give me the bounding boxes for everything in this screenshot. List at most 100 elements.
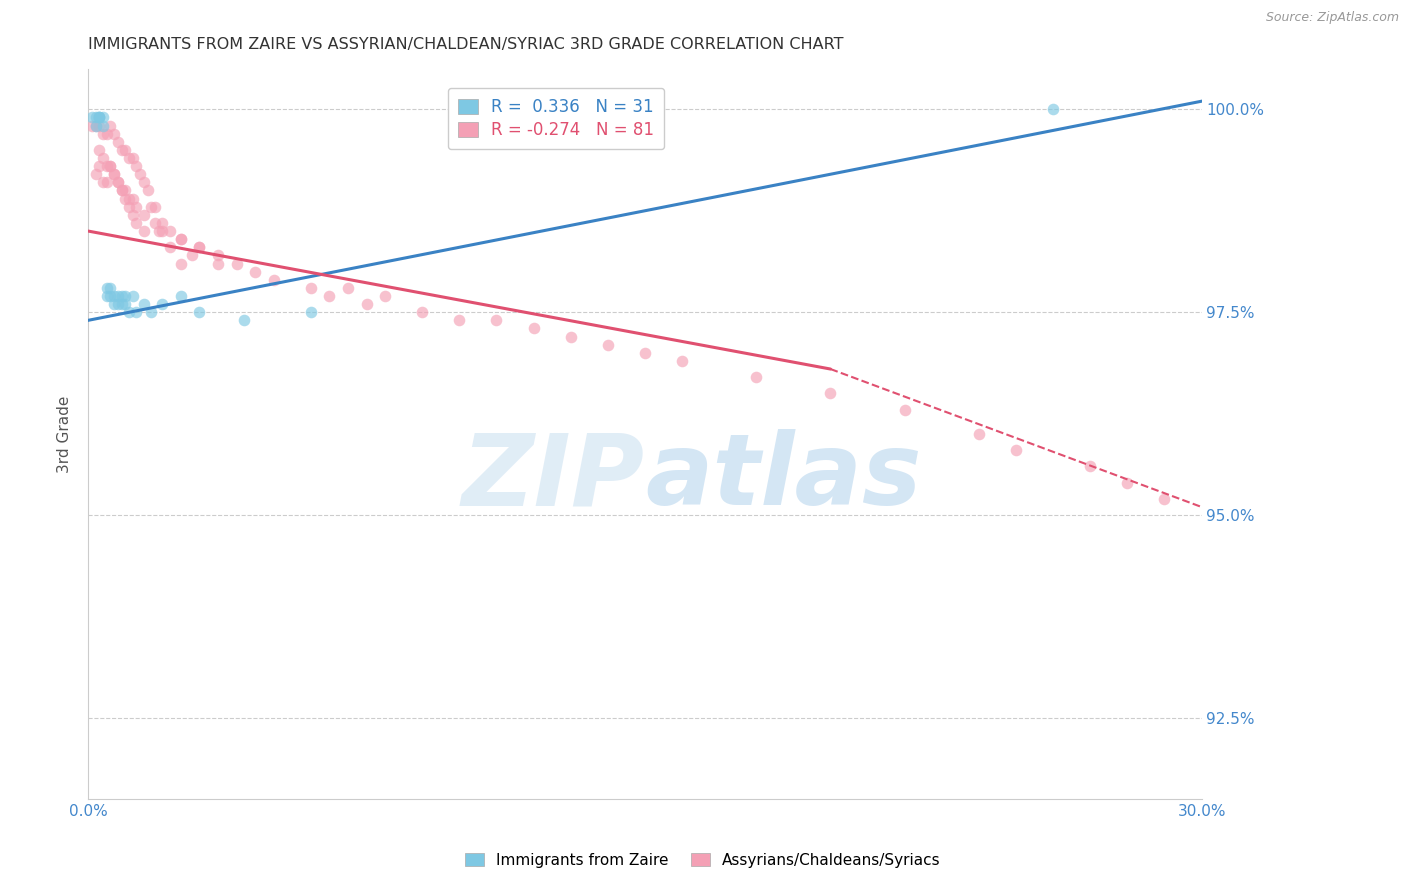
Point <box>114 192 136 206</box>
Point <box>1078 459 1101 474</box>
Point <box>121 289 143 303</box>
Point <box>125 216 148 230</box>
Point <box>100 159 122 173</box>
Point <box>118 192 141 206</box>
Point <box>233 313 256 327</box>
Point <box>132 208 155 222</box>
Point <box>91 111 114 125</box>
Point <box>170 289 193 303</box>
Point <box>188 240 211 254</box>
Point <box>114 297 136 311</box>
Point <box>125 200 148 214</box>
Y-axis label: 3rd Grade: 3rd Grade <box>58 395 72 473</box>
Point <box>560 329 582 343</box>
Point <box>136 184 159 198</box>
Point <box>411 305 433 319</box>
Point <box>91 175 114 189</box>
Point <box>1153 491 1175 506</box>
Text: Source: ZipAtlas.com: Source: ZipAtlas.com <box>1265 11 1399 24</box>
Point <box>96 289 118 303</box>
Point <box>80 111 103 125</box>
Point <box>1042 103 1064 117</box>
Point <box>89 111 111 125</box>
Point <box>225 256 247 270</box>
Point <box>522 321 544 335</box>
Point <box>170 256 193 270</box>
Point <box>299 305 322 319</box>
Point <box>318 289 340 303</box>
Point <box>125 305 148 319</box>
Point <box>103 167 125 181</box>
Point <box>110 184 132 198</box>
Point <box>150 216 173 230</box>
Point <box>263 273 285 287</box>
Point <box>150 224 173 238</box>
Point <box>141 305 163 319</box>
Point <box>485 313 508 327</box>
Point <box>80 119 103 133</box>
Point <box>110 143 132 157</box>
Text: ZIP: ZIP <box>463 429 645 526</box>
Text: atlas: atlas <box>645 429 921 526</box>
Point <box>84 111 107 125</box>
Point <box>103 167 125 181</box>
Point <box>374 289 396 303</box>
Point <box>170 232 193 246</box>
Point <box>100 119 122 133</box>
Point <box>110 184 132 198</box>
Point <box>356 297 378 311</box>
Point <box>634 346 657 360</box>
Point <box>84 167 107 181</box>
Point <box>100 159 122 173</box>
Point <box>132 175 155 189</box>
Point <box>114 143 136 157</box>
Point <box>91 151 114 165</box>
Point <box>100 281 122 295</box>
Legend: Immigrants from Zaire, Assyrians/Chaldeans/Syriacs: Immigrants from Zaire, Assyrians/Chaldea… <box>458 845 948 875</box>
Point <box>207 256 229 270</box>
Point <box>159 224 181 238</box>
Point <box>1116 475 1139 490</box>
Point <box>114 289 136 303</box>
Point <box>89 111 111 125</box>
Point <box>967 426 990 441</box>
Point <box>820 386 842 401</box>
Point <box>107 297 129 311</box>
Point <box>243 265 266 279</box>
Point <box>89 159 111 173</box>
Point <box>114 184 136 198</box>
Point <box>118 305 141 319</box>
Point <box>148 224 170 238</box>
Point <box>159 240 181 254</box>
Point <box>188 240 211 254</box>
Point <box>150 297 173 311</box>
Point <box>170 232 193 246</box>
Point <box>118 200 141 214</box>
Point <box>118 151 141 165</box>
Point <box>89 119 111 133</box>
Point <box>596 337 619 351</box>
Point <box>107 135 129 149</box>
Point <box>96 127 118 141</box>
Point <box>893 402 915 417</box>
Point <box>143 216 166 230</box>
Text: IMMIGRANTS FROM ZAIRE VS ASSYRIAN/CHALDEAN/SYRIAC 3RD GRADE CORRELATION CHART: IMMIGRANTS FROM ZAIRE VS ASSYRIAN/CHALDE… <box>89 37 844 53</box>
Point <box>96 159 118 173</box>
Point <box>103 127 125 141</box>
Point <box>181 248 204 262</box>
Point <box>745 370 768 384</box>
Point <box>89 111 111 125</box>
Point <box>129 167 152 181</box>
Point <box>299 281 322 295</box>
Point <box>132 224 155 238</box>
Point <box>143 200 166 214</box>
Point <box>125 159 148 173</box>
Point <box>449 313 471 327</box>
Point <box>84 119 107 133</box>
Point <box>121 151 143 165</box>
Point <box>107 175 129 189</box>
Point <box>671 354 693 368</box>
Point <box>1005 443 1028 458</box>
Point <box>110 289 132 303</box>
Point <box>336 281 359 295</box>
